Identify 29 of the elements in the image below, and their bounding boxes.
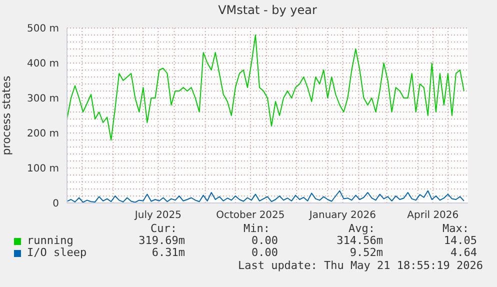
text: 0.00 [252, 246, 278, 259]
text: 319.69m [138, 234, 185, 247]
legend-label: running [27, 234, 74, 247]
x-tick-label: April 2026 [407, 210, 459, 222]
text: 14.05 [444, 234, 477, 247]
y-tick-label: 200 m [26, 128, 59, 140]
text: Min: [244, 222, 270, 235]
text: 6.31m [152, 246, 185, 259]
chart-title: VMstat - by year [217, 3, 318, 17]
y-tick-label: 0 [52, 198, 59, 210]
text: 9.52m [350, 246, 383, 259]
text: 0.00 [252, 234, 278, 247]
text: Last update: Thu May 21 18:55:19 2026 [238, 259, 483, 272]
text: Avg: [348, 222, 375, 235]
x-tick-label: October 2025 [216, 210, 285, 222]
y-tick-label: 300 m [26, 94, 59, 105]
y-tick-label: 400 m [26, 58, 59, 70]
legend-label: I/O sleep [27, 246, 87, 259]
y-tick-label: 500 m [26, 24, 59, 35]
text: Max: [442, 222, 469, 235]
x-tick-label: July 2025 [134, 210, 182, 222]
text: 314.56m [336, 234, 383, 247]
text: Cur: [150, 222, 177, 235]
x-tick-label: January 2026 [308, 210, 376, 222]
y-axis-title: process states [0, 76, 13, 156]
text: 4.64 [450, 246, 477, 259]
y-tick-label: 100 m [26, 164, 59, 175]
line-series [67, 34, 464, 140]
line-series [67, 190, 464, 203]
